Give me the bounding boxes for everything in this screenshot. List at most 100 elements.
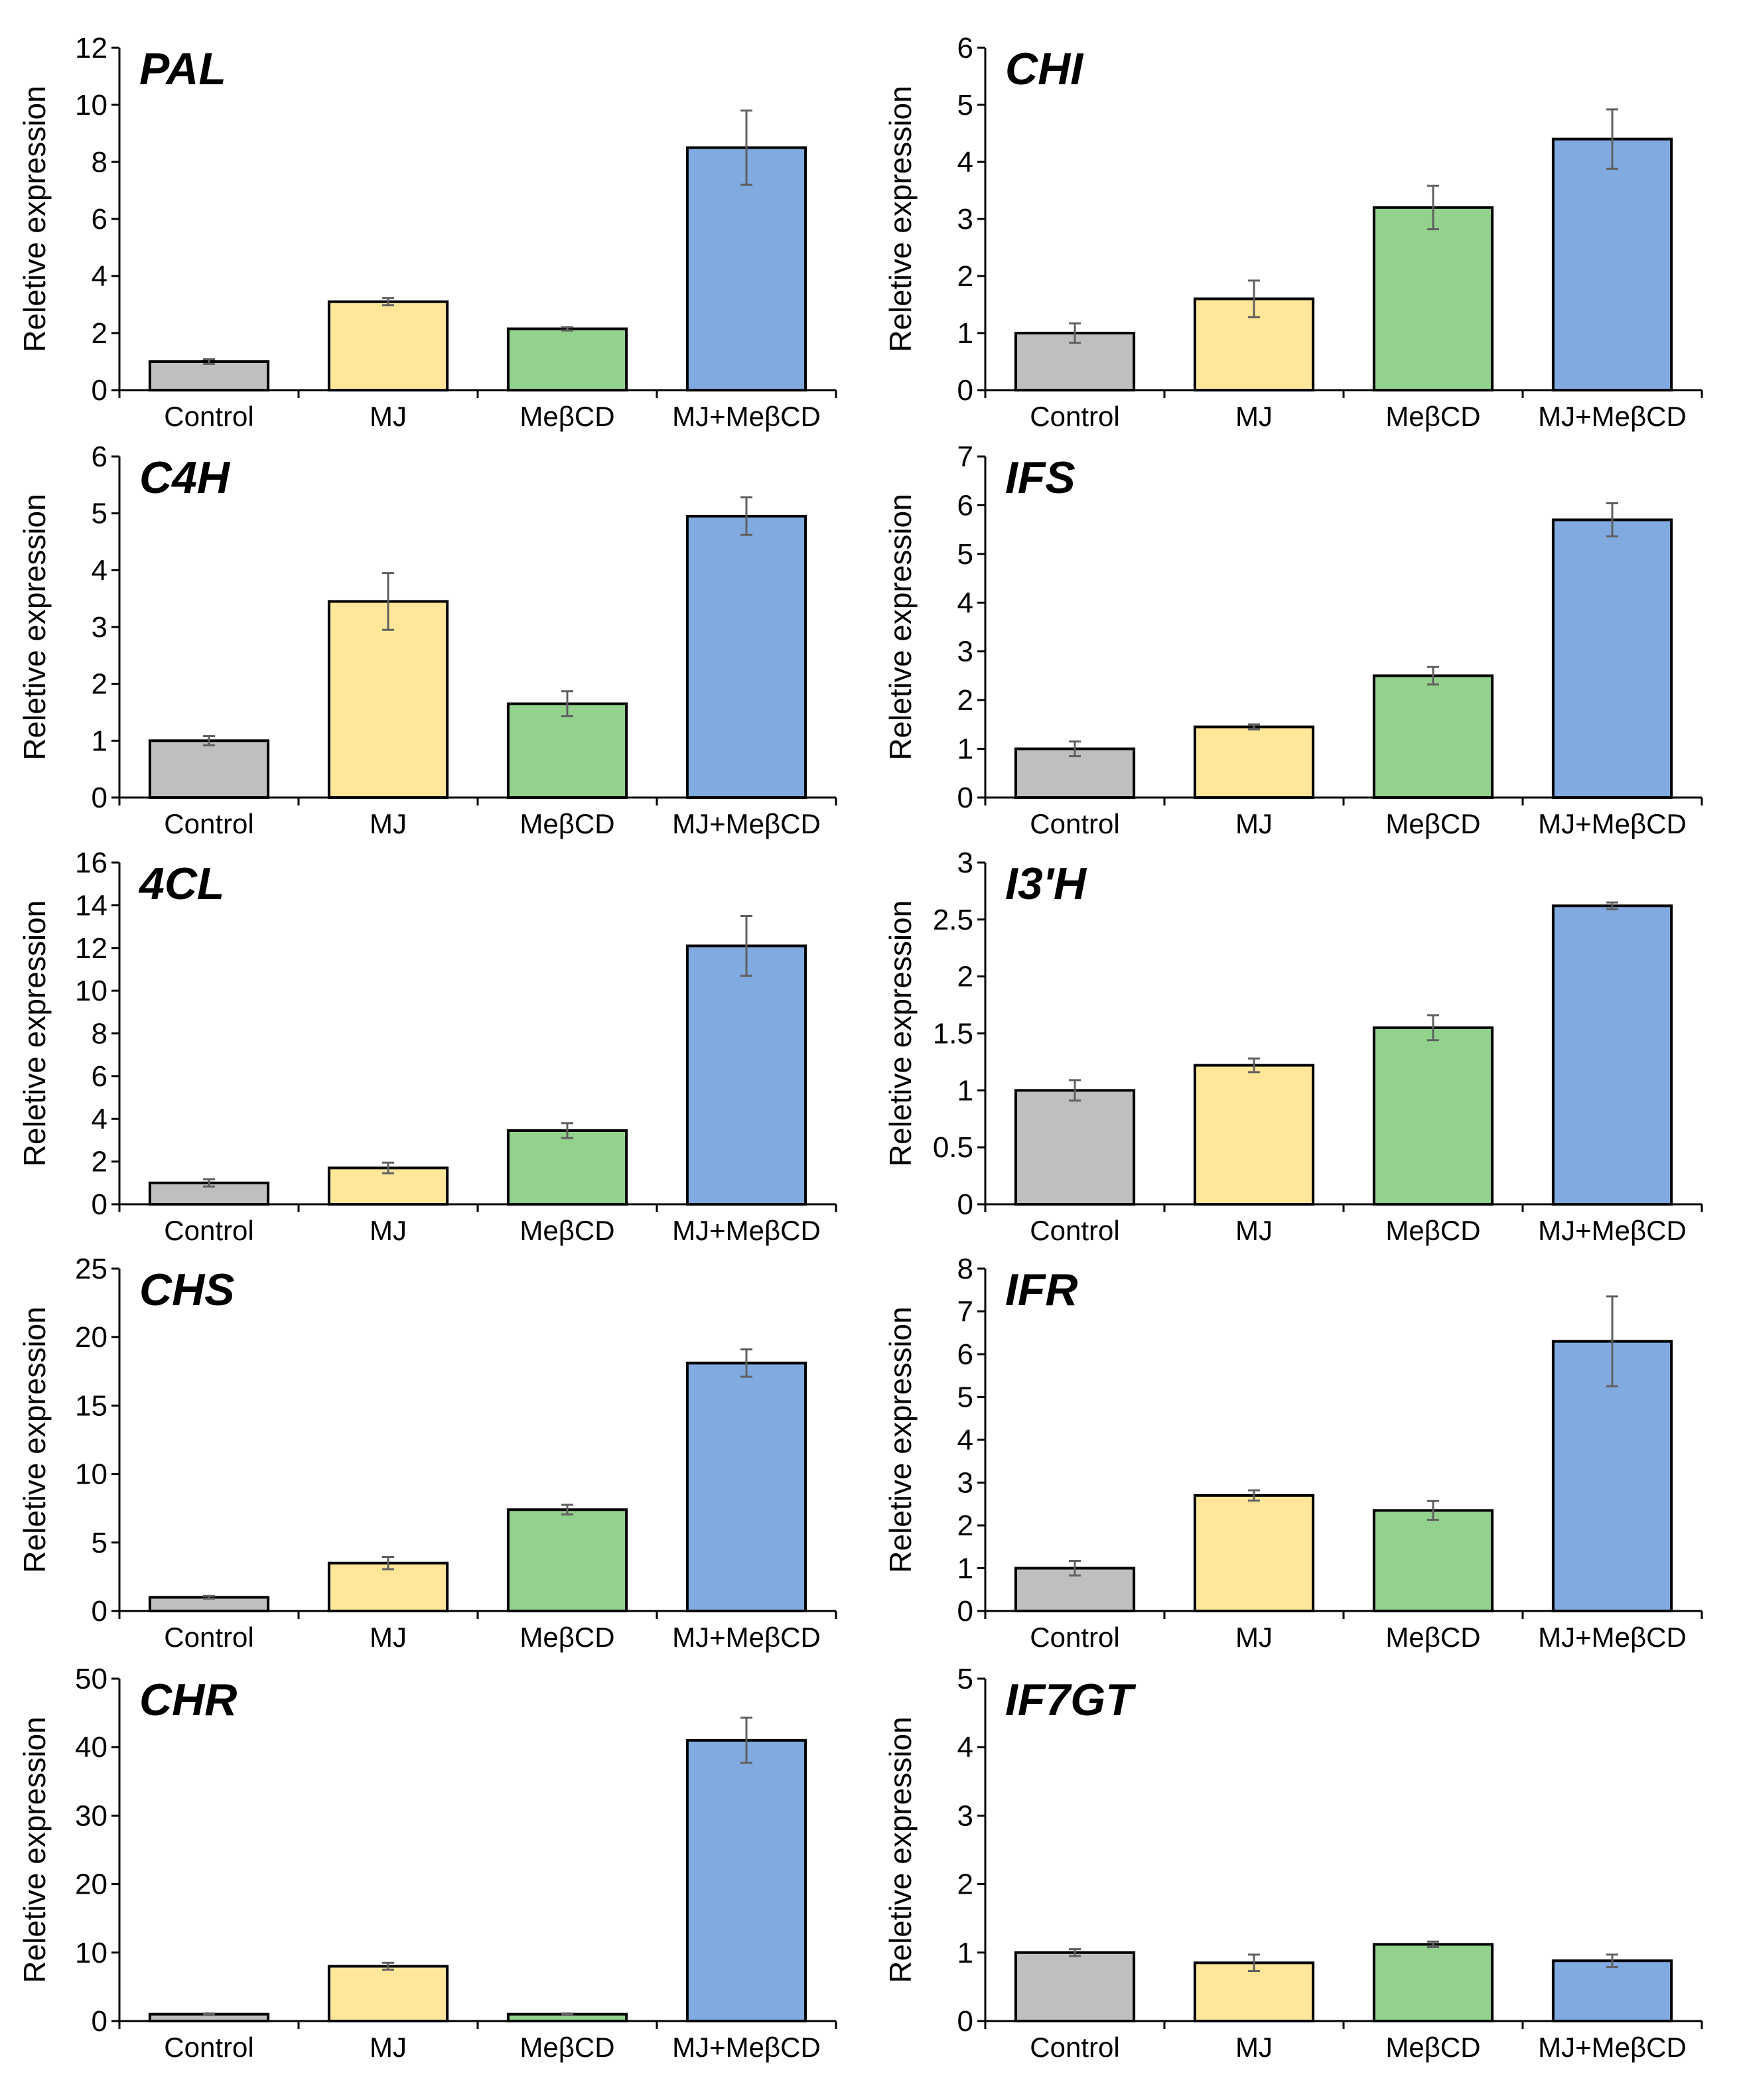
y-tick-label: 1 [957, 1074, 973, 1107]
y-tick-label: 3 [957, 636, 973, 668]
y-tick-label: 12 [75, 32, 107, 64]
y-tick-label: 2 [92, 668, 107, 701]
x-tick-label: Control [164, 1622, 253, 1653]
x-tick-label: MJ+MeβCD [1538, 401, 1687, 432]
y-tick-label: 2 [92, 317, 107, 350]
x-tick-label: Control [1030, 401, 1119, 432]
y-tick-label: 4 [957, 587, 973, 619]
y-tick-label: 5 [92, 498, 107, 530]
x-tick-label: MJ+MeβCD [672, 808, 821, 839]
y-tick-label: 5 [957, 538, 973, 571]
bar-mj-plus-mebcd [1551, 1959, 1673, 2023]
y-tick-label: 6 [92, 441, 107, 473]
chart-title: CHS [139, 1265, 235, 1315]
x-tick-label: MJ [370, 1215, 407, 1246]
y-axis-label: Reletive expression [17, 494, 52, 760]
x-tick-label: Control [1030, 2032, 1119, 2063]
bar-mebcd [1372, 674, 1494, 800]
bar-mj [327, 1561, 449, 1613]
bar-mj-plus-mebcd [685, 1738, 807, 2022]
y-axis-label: Reletive expression [17, 86, 52, 352]
bar-mebcd [506, 1129, 628, 1206]
y-tick-label: 6 [92, 1060, 107, 1093]
y-tick-label: 4 [92, 1103, 107, 1135]
x-tick-label: MeβCD [1385, 2032, 1480, 2063]
y-tick-label: 3 [957, 1799, 973, 1832]
chart-title: I3'H [1005, 859, 1087, 909]
y-tick-label: 8 [957, 1253, 973, 1285]
y-tick-label: 3 [957, 847, 973, 879]
x-tick-label: MJ+MeβCD [1538, 2032, 1687, 2063]
y-tick-label: 1 [957, 733, 973, 766]
y-tick-label: 0 [92, 2005, 107, 2038]
x-tick-label: MJ [370, 401, 407, 432]
bar-mebcd [506, 702, 628, 800]
chart-chi: 0 1 2 3 4 5 6 Control MJ MeβCD MJ+MeβCD CHI Reletive… [883, 32, 1703, 432]
bar-mebcd [506, 1508, 628, 1612]
y-tick-label: 5 [957, 1663, 973, 1695]
chart-c4h: 0 1 2 3 4 5 6 Control MJ MeβCD MJ+MeβCD C4H Reletive… [17, 441, 837, 839]
y-tick-label: 4 [957, 1424, 973, 1456]
y-tick-label: 7 [957, 441, 973, 473]
x-tick-label: MJ [370, 2032, 407, 2063]
x-tick-label: MJ+MeβCD [1538, 808, 1687, 839]
x-tick-label: MeβCD [520, 808, 614, 839]
x-tick-label: Control [164, 1215, 253, 1246]
y-axis-label: Reletive expression [883, 86, 918, 352]
y-axis-label: Reletive expression [883, 1306, 918, 1573]
y-axis-label: Reletive expression [17, 1716, 52, 1983]
bar-control [1014, 1951, 1136, 2023]
chart-title: CHR [139, 1675, 237, 1725]
y-tick-label: 50 [75, 1663, 107, 1695]
x-tick-label: MJ [1235, 401, 1273, 432]
bar-mj [1193, 1494, 1315, 1613]
y-tick-label: 2 [957, 260, 973, 293]
x-tick-label: MeβCD [1385, 1622, 1480, 1653]
y-tick-label: 6 [957, 32, 973, 64]
y-tick-label: 6 [92, 203, 107, 236]
y-tick-label: 2 [957, 1868, 973, 1901]
x-tick-label: MJ+MeβCD [672, 2032, 821, 2063]
y-tick-label: 0 [957, 782, 973, 814]
chart-ifr: 0 1 2 3 4 5 6 7 8 Control MJ MeβCD MJ+MeβCD IFR Releti… [883, 1253, 1703, 1653]
y-tick-label: 0 [92, 782, 107, 814]
y-tick-label: 7 [957, 1296, 973, 1328]
y-tick-label: 4 [957, 146, 973, 178]
chart-title: CHI [1005, 44, 1084, 94]
bar-mebcd [1372, 1026, 1494, 1206]
bar-mj-plus-mebcd [685, 146, 807, 391]
chart-ifs: 0 1 2 3 4 5 6 7 Control MJ MeβCD MJ+MeβCD IFS Reletiv… [883, 441, 1703, 839]
bar-mebcd [1372, 206, 1494, 391]
x-tick-label: MJ+MeβCD [1538, 1622, 1687, 1653]
x-tick-label: MJ [1235, 2032, 1273, 2063]
bar-mj-plus-mebcd [1551, 518, 1673, 799]
bar-mj [1193, 1064, 1315, 1206]
chart-title: IFS [1005, 453, 1076, 503]
y-tick-label: 3 [92, 611, 107, 644]
x-tick-label: MeβCD [1385, 1215, 1480, 1246]
bar-mj [1193, 1961, 1315, 2023]
y-tick-label: 6 [957, 1338, 973, 1371]
bar-mebcd [1372, 1943, 1494, 2023]
x-tick-label: MJ [1235, 808, 1273, 839]
x-tick-label: MJ+MeβCD [1538, 1215, 1687, 1246]
y-tick-label: 2 [957, 961, 973, 993]
y-tick-label: 0 [92, 1595, 107, 1628]
x-tick-label: MeβCD [520, 1215, 614, 1246]
x-tick-label: MeβCD [1385, 808, 1480, 839]
y-tick-label: 2.5 [933, 904, 973, 936]
y-tick-label: 4 [92, 554, 107, 587]
bar-mj-plus-mebcd [685, 514, 807, 799]
x-tick-label: Control [1030, 808, 1119, 839]
chart-title: IFR [1005, 1265, 1078, 1315]
y-tick-label: 20 [75, 1321, 107, 1354]
y-tick-label: 0 [957, 1595, 973, 1628]
y-tick-label: 30 [75, 1799, 107, 1832]
y-tick-label: 1 [92, 725, 107, 757]
y-tick-label: 12 [75, 932, 107, 965]
y-tick-label: 0 [92, 374, 107, 407]
y-tick-label: 1.5 [933, 1018, 973, 1050]
y-axis-label: Reletive expression [883, 1716, 918, 1983]
bar-mj-plus-mebcd [685, 944, 807, 1206]
